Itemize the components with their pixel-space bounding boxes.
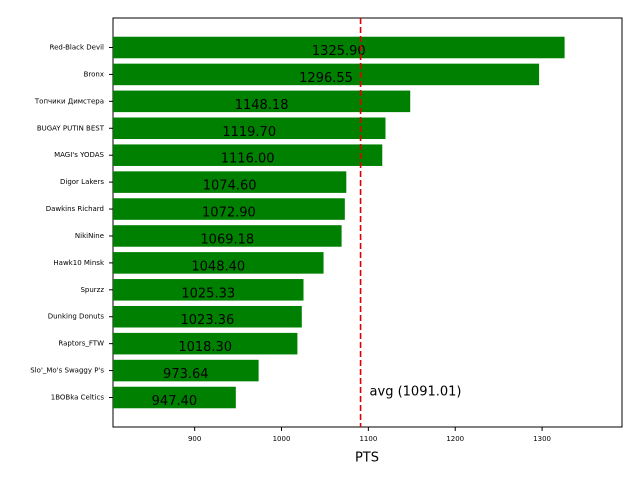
x-tick-label: 1000 xyxy=(273,435,291,443)
y-tick-label: Dawkins Richard xyxy=(46,205,104,213)
y-tick-label: Hawk10 Minsk xyxy=(53,259,105,267)
value-label: 1119.70 xyxy=(222,125,276,140)
plot-frame xyxy=(112,17,623,428)
average-label: avg (1091.01) xyxy=(370,385,462,400)
value-label: 1074.60 xyxy=(203,179,257,194)
bar xyxy=(113,305,302,328)
bar xyxy=(113,63,540,86)
y-tick-label: Spurzz xyxy=(80,286,104,294)
bar xyxy=(113,36,565,59)
bar xyxy=(113,198,345,220)
value-label: 973.64 xyxy=(163,367,209,382)
y-tick-label: NikiNine xyxy=(75,232,104,240)
bar xyxy=(113,359,259,382)
bar xyxy=(113,225,342,247)
value-label: 1023.36 xyxy=(181,313,235,328)
y-tick-label: Bronx xyxy=(84,70,104,78)
x-tick-label: 900 xyxy=(188,435,201,443)
value-label: 1025.33 xyxy=(181,286,235,301)
x-tick-label: 1100 xyxy=(359,435,377,443)
value-label: 1325.90 xyxy=(312,44,366,59)
value-label: 1148.18 xyxy=(235,98,289,113)
y-tick-label: Slo'_Mo's Swaggy P's xyxy=(30,367,104,375)
value-label: 1069.18 xyxy=(200,232,254,247)
bar xyxy=(113,332,298,355)
y-tick-label: Dunking Donuts xyxy=(48,313,105,321)
bar xyxy=(113,144,383,166)
x-axis-label: PTS xyxy=(355,451,379,466)
bar xyxy=(113,252,324,274)
value-label: 947.40 xyxy=(152,394,198,409)
y-tick-label: Red-Black Devil xyxy=(50,44,105,52)
x-tick-label: 1200 xyxy=(446,435,464,443)
value-label: 1296.55 xyxy=(299,71,353,86)
bar xyxy=(113,117,386,140)
y-tick-label: Топчики Димстера xyxy=(34,97,104,105)
value-label: 1048.40 xyxy=(191,259,245,274)
y-tick-label: MAGI's YODAS xyxy=(54,151,104,159)
value-label: 1116.00 xyxy=(221,152,275,167)
x-tick-label: 1300 xyxy=(533,435,551,443)
y-tick-label: Raptors_FTW xyxy=(58,340,104,348)
value-label: 1018.30 xyxy=(178,340,232,355)
y-tick-label: Digor Lakers xyxy=(60,178,104,186)
bar xyxy=(113,386,236,409)
bar xyxy=(113,90,411,113)
bar xyxy=(113,171,347,193)
bar xyxy=(113,279,304,301)
value-label: 1072.90 xyxy=(202,206,256,221)
y-tick-label: 1BOBka Celtics xyxy=(51,394,105,402)
y-tick-label: BUGAY PUTIN BEST xyxy=(37,124,105,132)
